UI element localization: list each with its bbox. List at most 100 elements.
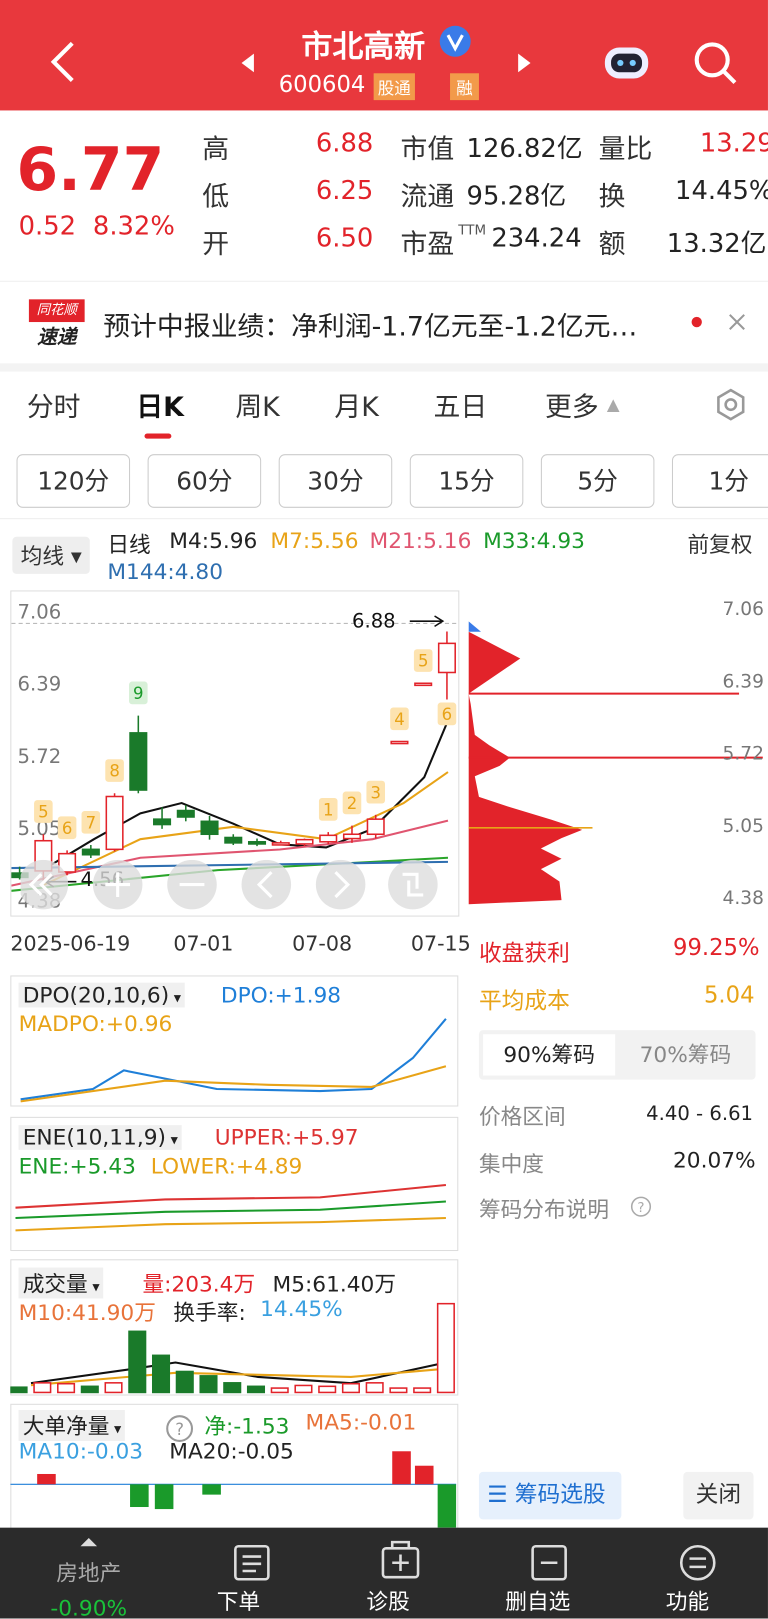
candle-body (153, 818, 172, 826)
volume-bar (294, 1384, 313, 1394)
candle-body (176, 809, 195, 818)
nav-label[interactable]: 删自选 (505, 1589, 571, 1615)
nav-label[interactable]: 房地产 (56, 1560, 122, 1586)
close-news[interactable] (727, 312, 748, 333)
indicator-value: 换手率: (173, 1300, 246, 1326)
candle-body (295, 838, 314, 845)
adjust-toggle[interactable]: 前复权 (687, 532, 753, 558)
stat-label: 量比 (598, 134, 653, 166)
prev-stock[interactable] (239, 52, 256, 75)
tab[interactable]: 五日 (433, 392, 488, 424)
volume-bar (341, 1382, 360, 1394)
chart-controls (18, 859, 455, 910)
indicator-name[interactable]: 成交量 ▾ (18, 1267, 104, 1299)
indicator-name[interactable]: 大单净量 ▾ (18, 1409, 126, 1441)
td-badge (34, 800, 53, 823)
td-count: 4 (394, 710, 405, 729)
td-count: 5 (418, 652, 429, 671)
nav-label[interactable]: 下单 (216, 1589, 261, 1615)
next-stock[interactable] (516, 52, 533, 75)
interval-button[interactable]: 15分 (409, 454, 524, 508)
y-tick-label: 7.06 (722, 598, 764, 621)
ene-panel (10, 1116, 459, 1252)
indicator-value: ENE:+5.43 (18, 1153, 136, 1179)
td-badge (129, 681, 148, 705)
ma-button[interactable]: 均线 ▾ (12, 536, 91, 574)
volume-bar (104, 1382, 123, 1394)
back-button[interactable] (41, 39, 82, 84)
search-icon[interactable] (692, 39, 739, 86)
td-count: 6 (62, 819, 73, 838)
badge: 融 (450, 73, 479, 101)
stat-value: 95.28亿 (466, 180, 567, 211)
robot-icon[interactable] (601, 39, 653, 84)
y-tick-label: 4.38 (722, 887, 764, 910)
stat-value: 126.82亿 (466, 133, 583, 164)
nav-label[interactable]: 诊股 (366, 1589, 410, 1615)
chip-label: 集中度 (478, 1151, 544, 1177)
td-count: 2 (347, 794, 358, 813)
tab[interactable]: 更多 (545, 392, 599, 424)
svg-text:?: ? (637, 1201, 644, 1216)
stat-label: 低 (202, 181, 230, 213)
tab[interactable]: 分时 (26, 392, 81, 424)
td-badge (81, 810, 101, 834)
interval-button[interactable]: 30分 (278, 454, 393, 508)
chip-label: 价格区间 (478, 1104, 566, 1130)
ma-button-label: 均线 (20, 543, 64, 569)
tab[interactable]: 月K (334, 392, 379, 424)
stat-value: 6.25 (315, 175, 374, 206)
td-badge (413, 649, 433, 672)
tab[interactable]: 日K (136, 392, 184, 424)
y-tick-label: 5.72 (722, 743, 764, 765)
indicator-name[interactable]: DPO(20,10,6) ▾ (18, 982, 186, 1008)
stat-label: 高 (202, 134, 230, 166)
more-arrow: ▲ (606, 394, 620, 414)
stat-value: 234.24 (491, 222, 582, 253)
volume-bar (270, 1387, 289, 1394)
interval-button[interactable]: 60分 (147, 454, 262, 508)
volume-bar (128, 1330, 147, 1394)
y-tick-label: 6.39 (18, 673, 62, 696)
interval-button[interactable]: 1分 (671, 454, 768, 508)
indicator-value: M5:61.40万 (272, 1271, 397, 1297)
indicator-value: 14.45% (260, 1296, 343, 1322)
ma-label: M4:5.96 (169, 528, 258, 554)
nav-sub: -0.90% (50, 1595, 128, 1619)
chip-value: 20.07% (672, 1147, 756, 1173)
indicator-value: UPPER:+5.97 (214, 1125, 359, 1150)
candle-body (81, 848, 100, 856)
chip-select[interactable]: ☰ 筹码选股 (478, 1471, 622, 1520)
settings-icon[interactable] (714, 388, 747, 421)
nav-label[interactable]: 功能 (665, 1589, 710, 1615)
volume-bar (413, 1387, 432, 1394)
news-logo: 同花顺 (28, 299, 85, 323)
volume-bar (389, 1387, 408, 1394)
candle-body (437, 642, 456, 674)
volume-chart (10, 1302, 455, 1394)
chip-value: 4.40 - 6.61 (646, 1102, 754, 1126)
chip-help[interactable]: 筹码分布说明 (478, 1197, 609, 1223)
chip-close[interactable]: 关闭 (683, 1471, 754, 1520)
volume-panel (10, 1259, 459, 1396)
chip-tab[interactable]: 90%筹码 (483, 1034, 616, 1076)
stat-sup: TTM (458, 222, 487, 239)
dpo-panel (10, 975, 459, 1107)
volume-bar (80, 1385, 99, 1394)
volume-bar (175, 1370, 194, 1394)
news-text[interactable]: 预计中报业绩：净利润-1.7亿元至-1.2亿元… (103, 311, 638, 343)
indicator-name[interactable]: ENE(10,11,9) ▾ (18, 1125, 182, 1150)
stat-label: 市盈 (400, 229, 455, 261)
candle-body (366, 818, 385, 836)
volume-bar (436, 1302, 455, 1394)
candle-body (224, 836, 243, 844)
volume-bar (10, 1386, 28, 1394)
tab[interactable]: 周K (235, 392, 280, 424)
ma-label: M144:4.80 (107, 559, 224, 585)
interval-button[interactable]: 5分 (540, 454, 655, 508)
td-badge (318, 798, 338, 821)
interval-button[interactable]: 120分 (16, 454, 131, 508)
chip-tab[interactable]: 70%筹码 (639, 1042, 732, 1068)
stat-label: 额 (598, 229, 626, 261)
change: 0.52 (18, 210, 77, 241)
